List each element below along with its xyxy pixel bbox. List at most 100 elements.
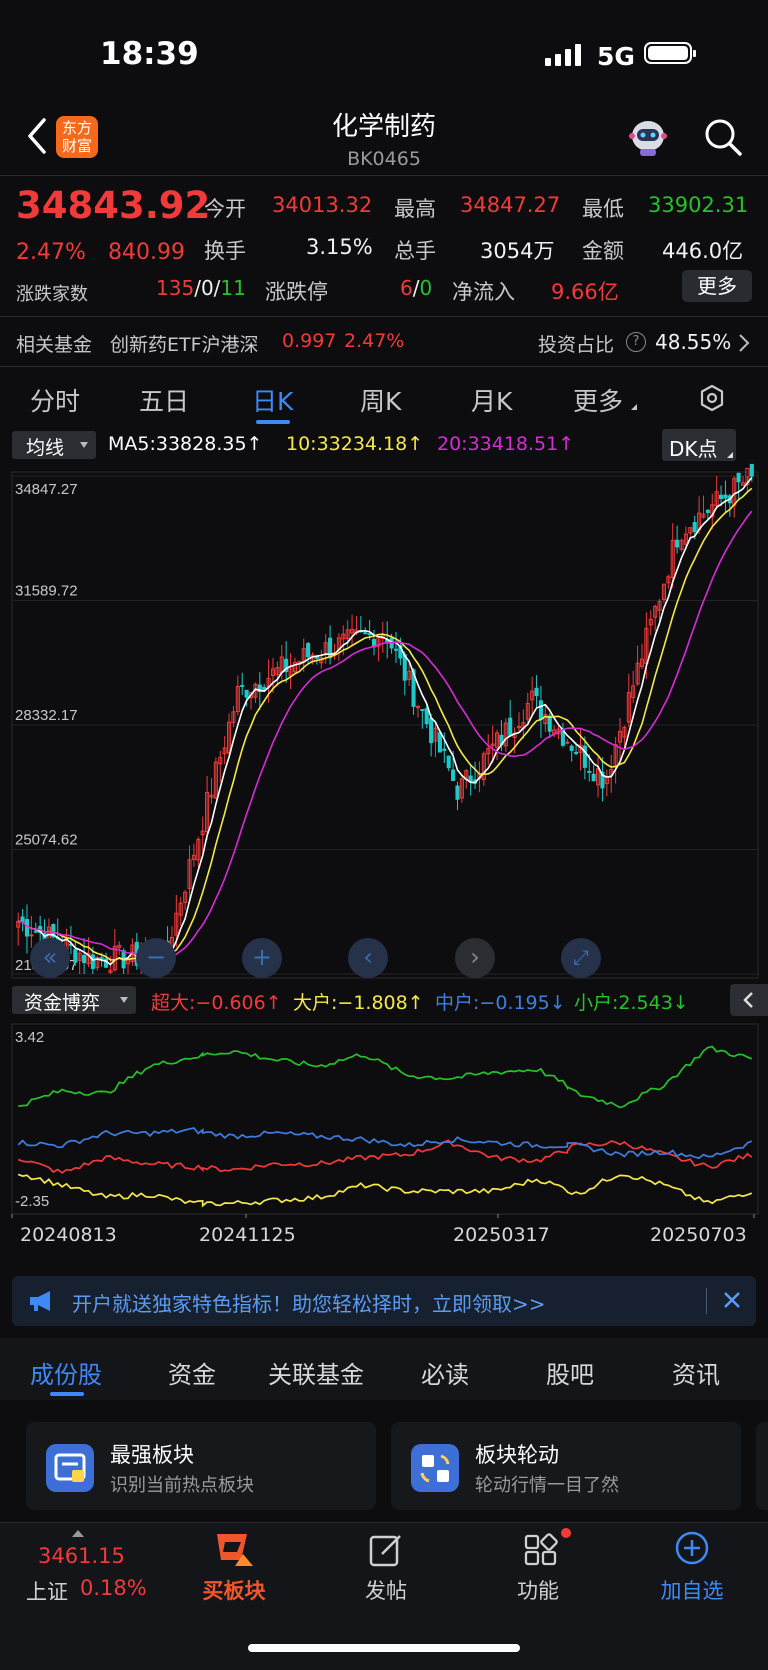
candle-body (481, 753, 486, 781)
candle-body (117, 944, 122, 948)
help-icon[interactable]: ? (626, 332, 646, 352)
candle-body (235, 685, 240, 713)
tab-news[interactable]: 资讯 (672, 1361, 720, 1389)
candle-body (183, 891, 188, 903)
active-content-tab-indicator (50, 1392, 84, 1396)
candle-body (73, 949, 78, 963)
capital-flow-chart[interactable]: 3.42 -2.35 (0, 1010, 768, 1260)
tab-capital[interactable]: 资金 (168, 1361, 216, 1389)
candle-body (218, 756, 223, 765)
functions-icon[interactable] (524, 1532, 558, 1566)
ratio-label: 投资占比 (538, 334, 615, 356)
candle-body (275, 667, 280, 675)
candle-body (701, 513, 706, 518)
scroll-right-button[interactable]: › (455, 938, 495, 978)
more-button[interactable]: 更多 (682, 270, 752, 302)
content-tabs (0, 1338, 768, 1400)
candle-body (503, 722, 508, 747)
candle-body (205, 792, 210, 833)
tab-forum[interactable]: 股吧 (546, 1361, 594, 1389)
candle-body (740, 482, 746, 486)
candle-body (543, 714, 548, 724)
logo-text-2: 财富 (61, 137, 92, 155)
card-strongest-sector[interactable]: 最强板块 识别当前热点板块 (26, 1422, 376, 1510)
tab-five-day[interactable]: 五日 (139, 387, 190, 416)
candle-body (231, 711, 236, 723)
fund-name[interactable]: 创新药ETF沪港深 (110, 334, 259, 356)
fullscreen-button[interactable]: ⤢ (561, 938, 601, 978)
y-tick-label: 31589.72 (15, 583, 78, 600)
card-peek[interactable] (756, 1422, 768, 1510)
candle-body (284, 658, 289, 673)
candle-body (494, 732, 500, 748)
candle-body (437, 732, 442, 753)
robot-assistant-icon[interactable] (626, 116, 670, 158)
add-watchlist-icon[interactable] (674, 1530, 710, 1566)
tab-more[interactable]: 更多 (573, 387, 624, 416)
settings-icon[interactable] (698, 384, 726, 412)
zoom-out-button[interactable]: − (136, 938, 176, 978)
candle-body (714, 491, 719, 507)
tab-constituents[interactable]: 成份股 (30, 1361, 102, 1389)
candle-body (227, 721, 232, 754)
active-tab-indicator (256, 420, 290, 424)
candle-body (688, 527, 693, 534)
candle-body (653, 605, 658, 618)
y-tick-label: 34847.27 (15, 481, 78, 498)
dk-point-button[interactable]: DK点 (662, 429, 736, 461)
post-label[interactable]: 发帖 (365, 1579, 407, 1603)
collapse-panel-button[interactable] (730, 984, 768, 1016)
candle-body (547, 715, 552, 732)
candle-body (29, 934, 34, 937)
promo-banner[interactable]: 开户就送独家特色指标！助您轻松择时，立即领取>> (12, 1276, 756, 1326)
functions-label[interactable]: 功能 (517, 1579, 559, 1603)
candle-body (455, 785, 460, 800)
promo-text: 开户就送独家特色指标！助您轻松择时，立即领取>> (72, 1292, 546, 1316)
card-title: 板块轮动 (475, 1443, 559, 1467)
candle-body (411, 669, 416, 707)
app-logo[interactable]: 东方 财富 (56, 116, 98, 158)
volume-value: 3054万 (480, 239, 555, 263)
add-watchlist-label[interactable]: 加自选 (660, 1579, 724, 1603)
capital-selector[interactable]: 资金博弈 (12, 986, 136, 1014)
candle-body (77, 952, 82, 961)
tab-weekly-k[interactable]: 周K (360, 387, 402, 416)
status-time: 18:39 (100, 36, 199, 72)
close-icon[interactable] (722, 1290, 742, 1310)
candle-body (196, 839, 201, 861)
scroll-far-left-button[interactable]: « (30, 938, 70, 978)
tab-related-funds[interactable]: 关联基金 (268, 1361, 364, 1389)
dropdown-icon (120, 997, 128, 1003)
search-icon[interactable] (703, 117, 743, 157)
x-tick-1: 20240813 (20, 1224, 117, 1246)
candle-body (719, 494, 724, 500)
candle-body (648, 618, 653, 626)
tab-daily-k[interactable]: 日K (252, 387, 294, 416)
tab-intraday[interactable]: 分时 (30, 387, 81, 416)
candle-body (446, 755, 451, 769)
buy-sector-label[interactable]: 买板块 (202, 1579, 266, 1603)
page-title: 化学制药 (331, 112, 436, 142)
compose-icon[interactable] (368, 1532, 404, 1568)
chevron-right-icon[interactable] (738, 333, 750, 353)
candle-body (209, 794, 214, 798)
plot-frame (11, 471, 759, 979)
candle-body (328, 637, 333, 659)
tab-monthly-k[interactable]: 月K (471, 387, 513, 416)
buy-sector-icon[interactable] (211, 1530, 257, 1570)
ma-selector[interactable]: 均线 (12, 431, 96, 459)
candle-body (112, 945, 117, 971)
candle-body (530, 690, 535, 701)
index-value[interactable]: 3461.15 (38, 1544, 125, 1568)
tab-must-read[interactable]: 必读 (421, 1361, 469, 1389)
back-icon[interactable] (24, 116, 48, 156)
megaphone-icon (28, 1289, 56, 1313)
flow-frame (11, 1023, 759, 1215)
candle-body (429, 717, 434, 744)
candle-body (631, 685, 636, 699)
candle-body (257, 684, 262, 693)
card-sector-rotation[interactable]: 板块轮动 轮动行情一目了然 (391, 1422, 741, 1510)
zoom-in-button[interactable]: + (242, 938, 282, 978)
scroll-left-button[interactable]: ‹ (348, 938, 388, 978)
